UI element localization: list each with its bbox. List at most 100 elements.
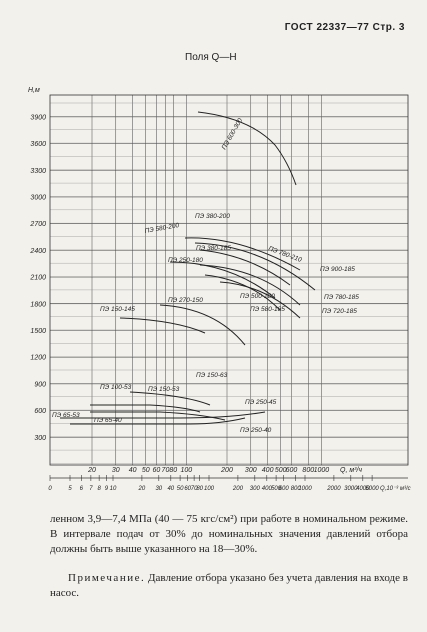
curve — [119, 317, 206, 334]
curve — [184, 237, 301, 271]
y-tick-label: 2400 — [29, 248, 46, 255]
bottom-tick-label: 60 — [184, 486, 191, 492]
bottom-tick-label: 70 — [191, 486, 198, 492]
top-tick-label: 100 — [181, 467, 193, 474]
note-text: Давление отбора указано без учета давлен… — [50, 572, 408, 599]
chart-title: Поля Q—H — [185, 52, 237, 63]
curve — [159, 304, 246, 346]
bottom-tick-label: 7 — [89, 486, 93, 492]
bottom-tick-label: 600 — [279, 486, 290, 492]
curve-label: ПЭ 580-185 — [250, 306, 285, 313]
curve-label: ПЭ 900-185 — [320, 266, 355, 273]
curve-label: ПЭ 250-45 — [245, 399, 277, 406]
top-tick-label: 500 — [275, 467, 287, 474]
bottom-tick-label: 500 — [271, 486, 282, 492]
paragraph: ленном 3,9—7,4 МПа (40 — 75 кгс/см²) при… — [50, 513, 408, 555]
y-tick-label: 900 — [34, 381, 46, 388]
curve-label: ПЭ 380-185 — [196, 245, 231, 252]
curve-label: ПЭ 65-40 — [94, 417, 122, 424]
bottom-axis-unit: Q,10⁻³ м³/с — [380, 486, 411, 492]
curve-label: ПЭ 250-180 — [168, 257, 203, 264]
y-tick-label: 1200 — [30, 355, 46, 362]
y-tick-label: 300 — [34, 435, 46, 442]
curve — [194, 242, 316, 291]
top-tick-label: 600 — [286, 467, 298, 474]
curve-label: ПЭ 270-150 — [168, 297, 203, 304]
page-header: ГОСТ 22337—77 Стр. 3 — [284, 22, 405, 33]
top-tick-label: 200 — [220, 467, 233, 474]
bottom-tick-label: 3000 — [344, 486, 358, 492]
bottom-tick-label: 4000 — [356, 486, 370, 492]
bottom-tick-label: 8 — [97, 486, 101, 492]
bottom-tick-label: 200 — [232, 486, 244, 492]
y-tick-label: 3000 — [30, 195, 46, 202]
top-tick-label: 300 — [245, 467, 257, 474]
curve — [197, 111, 297, 186]
bottom-tick-label: 40 — [167, 486, 174, 492]
bottom-tick-label: 20 — [138, 486, 146, 492]
curve-label: ПЭ 780-185 — [324, 294, 359, 301]
bottom-tick-label: 2000 — [326, 486, 341, 492]
curve-label: ПЭ 380-200 — [195, 213, 230, 220]
curves — [60, 111, 316, 425]
bottom-tick-label: 400 — [262, 486, 273, 492]
curve — [90, 404, 201, 413]
bottom-tick-label: 800 — [291, 486, 302, 492]
bottom-tick-label: 0 — [48, 486, 52, 492]
bottom-tick-label: 5000 — [365, 486, 379, 492]
top-tick-label: 50 — [142, 467, 150, 474]
y-tick-label: 3600 — [30, 141, 46, 148]
bottom-tick-label: 30 — [155, 486, 162, 492]
note-label: Примечание. — [68, 572, 146, 584]
curve — [199, 264, 301, 306]
curve — [70, 417, 246, 425]
bottom-tick-label: 5 — [68, 486, 72, 492]
top-tick-label: 60 — [153, 467, 161, 474]
curve-label: ПЭ 780-210 — [267, 245, 303, 264]
curve — [169, 261, 276, 299]
top-tick-label: 800 — [302, 467, 314, 474]
curve-label: ПЭ 150-63 — [196, 372, 228, 379]
curve-label: ПЭ 100-53 — [100, 384, 132, 391]
curve-label: ПЭ 500-180 — [240, 293, 275, 300]
bottom-tick-label: 300 — [250, 486, 261, 492]
bottom-tick-label: 100 — [204, 486, 215, 492]
curve-label: ПЭ 250-40 — [240, 427, 272, 434]
top-tick-label: 80 — [169, 467, 177, 474]
y-tick-label: 3900 — [30, 114, 46, 121]
bottom-tick-label: 80 — [196, 486, 203, 492]
y-tick-label: 2100 — [29, 275, 46, 282]
y-axis-label: Н,м — [28, 87, 40, 94]
note: Примечание. Давление отбора указано без … — [50, 571, 408, 601]
top-tick-label: 20 — [87, 467, 96, 474]
top-tick-label: 40 — [129, 467, 137, 474]
bottom-tick-label: 9 — [105, 486, 109, 492]
curve-label: ПЭ 720-185 — [322, 308, 357, 315]
curve — [60, 411, 266, 419]
curve-label: ПЭ 150-53 — [148, 386, 180, 393]
curve — [90, 411, 226, 421]
y-tick-label: 2700 — [29, 221, 46, 228]
y-tick-label: 1500 — [30, 328, 46, 335]
top-axis-unit: Q, м³/ч — [340, 467, 362, 474]
curve — [219, 281, 301, 319]
curve — [129, 391, 211, 406]
bottom-tick-label: 6 — [80, 486, 84, 492]
top-tick-label: 30 — [112, 467, 120, 474]
bottom-tick-label: 1000 — [298, 486, 312, 492]
top-tick-label: 400 — [262, 467, 274, 474]
top-tick-label: 1000 — [314, 467, 330, 474]
chart: Q,10⁻³ м³/с50004000300020001000800600500… — [28, 87, 411, 492]
bottom-tick-label: 50 — [177, 486, 184, 492]
bottom-tick-label: 10 — [110, 486, 117, 492]
curve-label: ПЭ 65-53 — [52, 412, 80, 419]
top-tick-label: 70 — [162, 467, 170, 474]
curve-label: ПЭ 150-145 — [100, 306, 135, 313]
frame — [49, 94, 409, 466]
y-tick-label: 1800 — [30, 301, 46, 308]
y-tick-label: 600 — [34, 408, 46, 415]
curve — [199, 249, 291, 286]
curve-label: ПЭ 600-300 — [221, 117, 245, 151]
y-tick-label: 3300 — [30, 168, 46, 175]
